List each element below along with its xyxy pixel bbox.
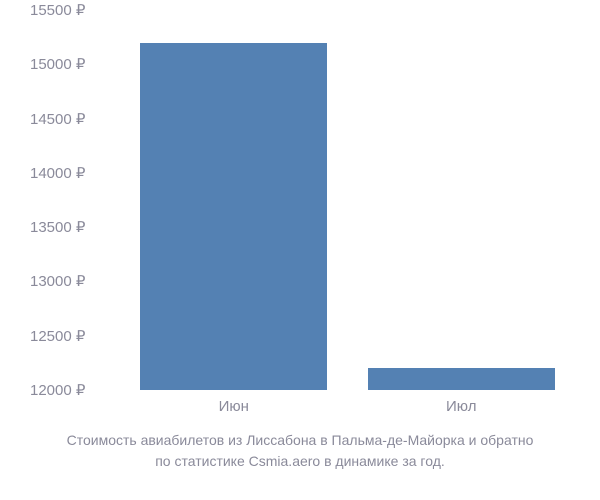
x-axis: Июн Июл (120, 398, 575, 423)
y-tick-label: 15500 ₽ (30, 1, 110, 19)
y-tick-label: 13000 ₽ (30, 272, 110, 290)
caption-line-2: по статистике Csmia.aero в динамике за г… (0, 451, 600, 472)
bar (140, 43, 327, 390)
y-tick-label: 14000 ₽ (30, 164, 110, 182)
caption-line-1: Стоимость авиабилетов из Лиссабона в Пал… (0, 430, 600, 451)
bar (368, 368, 555, 390)
y-axis: 12000 ₽ 12500 ₽ 13000 ₽ 13500 ₽ 14000 ₽ 14500… (30, 10, 110, 420)
y-tick-label: 15000 ₽ (30, 55, 110, 73)
y-tick-label: 12000 ₽ (30, 381, 110, 399)
y-tick-label: 12500 ₽ (30, 327, 110, 345)
x-tick-label: Июн (219, 398, 249, 415)
price-chart: 12000 ₽ 12500 ₽ 13000 ₽ 13500 ₽ 14000 ₽ 14500… (30, 10, 575, 420)
y-tick-label: 14500 ₽ (30, 110, 110, 128)
plot-area (120, 10, 575, 390)
chart-caption: Стоимость авиабилетов из Лиссабона в Пал… (0, 430, 600, 472)
y-tick-label: 13500 ₽ (30, 218, 110, 236)
x-tick-label: Июл (446, 398, 476, 415)
